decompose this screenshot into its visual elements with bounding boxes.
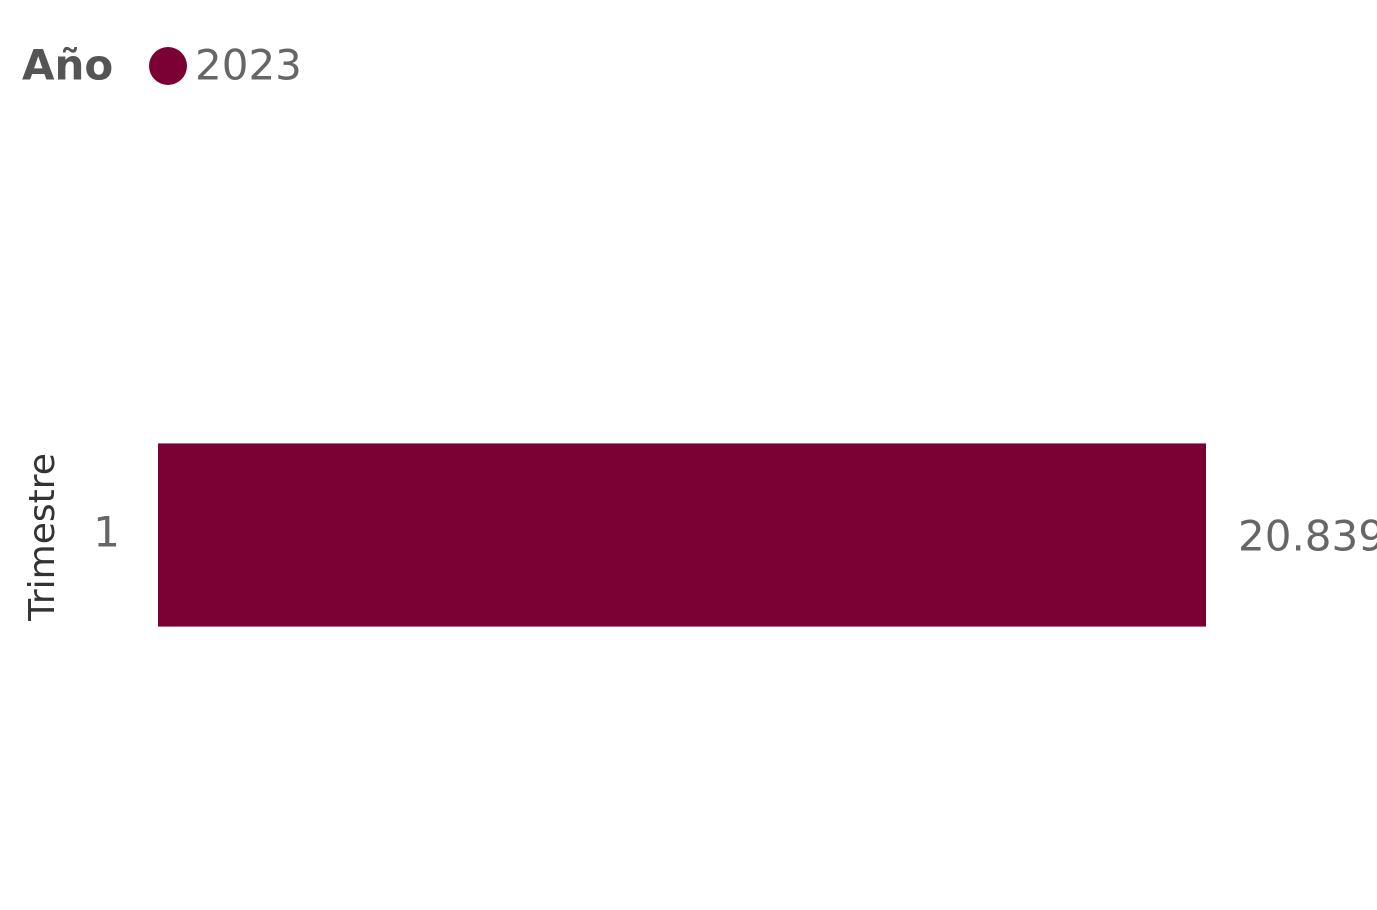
legend-title: Año <box>22 41 113 90</box>
value-label: 20.839 <box>1238 512 1377 561</box>
bar <box>158 443 1206 627</box>
y-tick-label: 1 <box>93 508 120 557</box>
legend-marker <box>149 47 187 85</box>
legend-label: 2023 <box>195 41 302 90</box>
y-axis-title: Trimestre <box>22 453 63 622</box>
